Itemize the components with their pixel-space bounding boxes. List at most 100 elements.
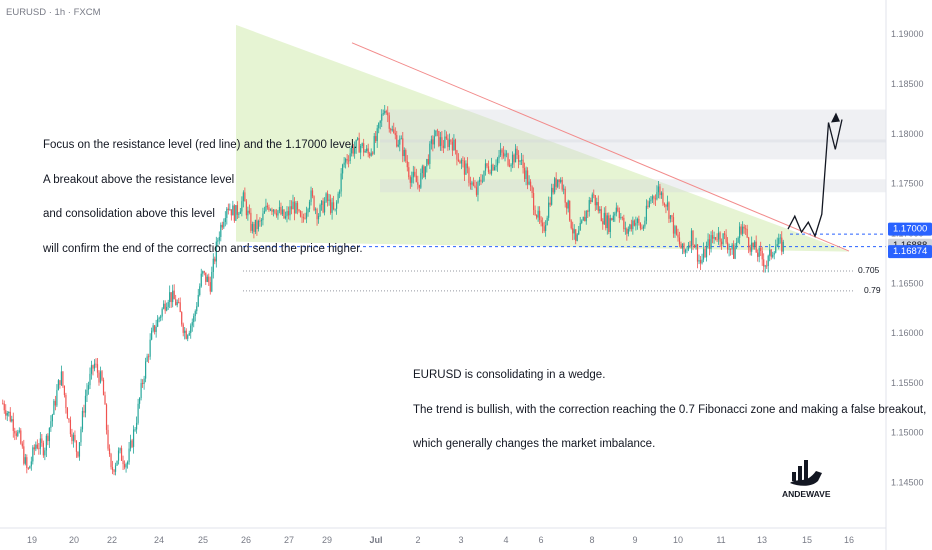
candle-body xyxy=(621,217,623,219)
candle-body xyxy=(534,209,536,216)
y-tick-label: 1.16500 xyxy=(891,278,924,288)
candle-body xyxy=(238,213,240,215)
candle-body xyxy=(170,292,172,303)
candle-body xyxy=(519,160,521,162)
candle-body xyxy=(603,212,605,225)
time-axis[interactable]: 19 20 22 24 25 26 27 29 Jul 2 3 4 6 8 9 10 11 13 15 16 xyxy=(27,535,854,545)
candle-body xyxy=(336,202,338,209)
candle-body xyxy=(328,199,330,201)
candle-body xyxy=(230,209,232,216)
x-tick-label: Jul xyxy=(369,535,382,545)
candle-body xyxy=(504,153,506,157)
candle-body xyxy=(536,215,538,218)
candle-body xyxy=(385,111,387,113)
candle-body xyxy=(743,226,745,229)
candle-body xyxy=(539,210,541,220)
candle-body xyxy=(764,265,766,267)
candle-body xyxy=(131,440,133,447)
candle-body xyxy=(35,444,37,450)
candle-body xyxy=(152,325,154,331)
candle-body xyxy=(590,200,592,202)
candle-body xyxy=(704,249,706,258)
candle-body xyxy=(325,193,327,202)
candle-body xyxy=(630,224,632,230)
candle-body xyxy=(101,371,103,380)
candle-body xyxy=(779,237,781,239)
candle-body xyxy=(116,460,118,466)
candle-body xyxy=(281,209,284,215)
candle-body xyxy=(384,111,386,114)
candle-body xyxy=(651,196,654,200)
x-tick-label: 22 xyxy=(107,535,117,545)
candle-body xyxy=(123,464,126,468)
candle-body xyxy=(242,192,244,202)
candle-body xyxy=(166,306,168,311)
y-tick-label: 1.17500 xyxy=(891,179,924,189)
candle-body xyxy=(614,213,616,216)
candle-body xyxy=(588,200,590,212)
candle-body xyxy=(543,226,545,232)
candle-body xyxy=(757,252,759,257)
candle-body xyxy=(668,202,670,219)
candle-body xyxy=(672,217,675,234)
candle-body xyxy=(766,265,768,267)
andewave-logo: ANDEWAVE xyxy=(782,460,831,499)
candle-body xyxy=(41,438,43,443)
candle-body xyxy=(406,161,408,168)
candle-body xyxy=(332,202,335,210)
logo-bull-icon xyxy=(790,471,822,486)
candle-body xyxy=(394,133,396,136)
candle-body xyxy=(86,389,88,396)
candle-body xyxy=(226,208,228,218)
candle-body xyxy=(320,200,323,206)
candle-body xyxy=(221,224,223,228)
candle-body xyxy=(345,158,347,163)
candle-body xyxy=(683,243,685,253)
candle-body xyxy=(206,276,208,282)
candle-body xyxy=(708,239,711,249)
candle-body xyxy=(511,154,514,165)
projection-arrowhead xyxy=(831,112,840,123)
x-tick-label: 25 xyxy=(198,535,208,545)
x-tick-label: 3 xyxy=(458,535,463,545)
candle-body xyxy=(578,230,580,235)
candle-body xyxy=(375,136,377,142)
candle-body xyxy=(337,193,339,203)
candle-body xyxy=(199,286,201,295)
candle-body xyxy=(674,226,676,234)
candle-body xyxy=(275,213,278,216)
candle-body xyxy=(139,398,141,404)
candle-body xyxy=(8,411,10,414)
candle-body xyxy=(558,179,560,183)
candle-body xyxy=(720,241,723,245)
candle-body xyxy=(593,194,595,196)
candle-body xyxy=(191,322,193,326)
candle-body xyxy=(678,237,681,245)
candle-body xyxy=(552,187,554,193)
candle-body xyxy=(728,248,730,250)
candle-body xyxy=(194,311,196,316)
candle-body xyxy=(247,210,249,216)
candle-body xyxy=(546,217,548,226)
candle-body xyxy=(654,198,657,200)
candle-body xyxy=(739,226,741,238)
candle-body xyxy=(758,247,760,257)
candle-body xyxy=(142,383,144,384)
candle-body xyxy=(714,236,717,240)
candle-body xyxy=(486,163,488,167)
right-note-line-1: EURUSD is consolidating in a wedge. xyxy=(413,369,606,381)
candle-body xyxy=(513,154,515,163)
candle-body xyxy=(193,315,195,323)
y-tick-label: 1.18500 xyxy=(891,79,924,89)
candle-body xyxy=(418,184,420,188)
candle-body xyxy=(402,138,404,157)
candle-body xyxy=(268,207,270,211)
x-tick-label: 27 xyxy=(284,535,294,545)
candle-body xyxy=(84,395,87,413)
candle-body xyxy=(426,159,428,167)
x-tick-label: 13 xyxy=(757,535,767,545)
candle-body xyxy=(520,159,523,161)
candle-body xyxy=(241,201,243,212)
candle-body xyxy=(323,201,326,213)
